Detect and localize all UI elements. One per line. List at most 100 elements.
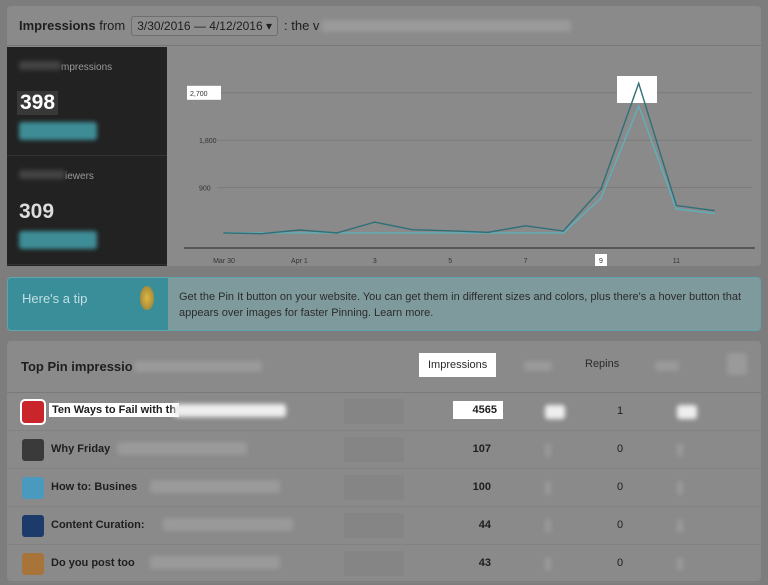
column-impressions[interactable]: Impressions xyxy=(419,353,497,377)
blurred-text xyxy=(321,19,572,32)
pin-repins: 0 xyxy=(617,481,624,493)
pin-repins: 0 xyxy=(617,443,624,455)
promote-button[interactable] xyxy=(344,437,404,462)
x-tick-label: Apr 1 xyxy=(291,258,308,265)
blurred-text xyxy=(163,518,294,531)
blurred-text xyxy=(174,404,286,417)
pin-clicks xyxy=(545,443,551,457)
pin-clicks xyxy=(545,557,551,571)
promote-button[interactable] xyxy=(344,399,404,424)
column-extra[interactable] xyxy=(727,353,747,375)
pin-row[interactable]: Do you post too 43 0 xyxy=(7,545,761,583)
blurred-text xyxy=(134,361,262,372)
pins-list: Ten Ways to Fail with th 4565 1 Why Frid… xyxy=(7,393,761,583)
promote-button[interactable] xyxy=(344,551,404,576)
column-likes[interactable] xyxy=(655,361,679,371)
pin-likes xyxy=(677,405,697,419)
pin-repins: 0 xyxy=(617,557,624,569)
data-point xyxy=(713,212,715,215)
pin-clicks xyxy=(545,481,551,495)
pin-clicks xyxy=(545,519,551,533)
stat-label: iewers xyxy=(65,171,94,182)
change-badge xyxy=(19,122,97,140)
pin-row[interactable]: Why Friday 107 0 xyxy=(7,431,761,469)
pin-clicks xyxy=(545,405,565,419)
impressions-chart: 900 1,800 2,700 Mar 30 Apr 1 3 5 7 9 11 xyxy=(184,76,755,266)
data-point xyxy=(524,232,527,234)
data-point xyxy=(336,232,338,234)
pin-title[interactable]: How to: Busines xyxy=(51,481,138,493)
pin-likes xyxy=(677,557,683,571)
data-point xyxy=(562,230,565,232)
data-point xyxy=(449,229,452,232)
column-repins[interactable]: Repins xyxy=(585,358,620,370)
data-point xyxy=(411,228,414,231)
pin-impressions: 100 xyxy=(472,481,491,493)
pin-title[interactable]: Content Curation: xyxy=(51,519,145,531)
pin-impressions: 107 xyxy=(472,443,491,455)
header-suffix: : the v xyxy=(284,18,320,33)
x-tick-label: 5 xyxy=(448,258,452,265)
series-line xyxy=(223,81,715,235)
change-badge xyxy=(19,231,97,249)
pin-thumbnail[interactable] xyxy=(22,553,44,575)
header-title: Impressions xyxy=(19,18,96,33)
stat-impressions[interactable]: mpressions 398 xyxy=(7,47,167,156)
data-point xyxy=(298,229,301,231)
series-line xyxy=(224,104,715,234)
x-tick-label: 9 xyxy=(599,258,603,265)
card-header: Impressions from 3/30/2016 — 4/12/2016 ▾… xyxy=(7,6,761,46)
pins-title: Top Pin impressio xyxy=(21,359,133,374)
lightbulb-icon xyxy=(140,286,154,310)
impressions-card: Impressions from 3/30/2016 — 4/12/2016 ▾… xyxy=(7,6,761,266)
data-point xyxy=(223,232,225,234)
tip-text[interactable]: Get the Pin It button on your website. Y… xyxy=(179,291,742,319)
data-point xyxy=(637,82,640,85)
pin-likes xyxy=(677,519,683,533)
pin-thumbnail[interactable] xyxy=(20,399,46,425)
header-from: from xyxy=(99,18,126,33)
y-tick-label: 1,800 xyxy=(199,138,217,145)
data-point xyxy=(600,188,602,190)
stat-value: 309 xyxy=(19,200,55,223)
promote-button[interactable] xyxy=(344,475,404,500)
pin-title[interactable]: Why Friday xyxy=(51,443,111,455)
pin-row[interactable]: Content Curation: 44 0 xyxy=(7,507,761,545)
data-point xyxy=(411,232,414,234)
highlight-box xyxy=(187,85,221,100)
x-tick-label: 3 xyxy=(373,258,377,265)
data-point xyxy=(260,232,263,235)
pin-repins: 0 xyxy=(617,519,624,531)
data-point xyxy=(524,224,527,227)
y-tick-label: 2,700 xyxy=(190,91,208,98)
pin-title[interactable]: Ten Ways to Fail with th xyxy=(49,403,180,417)
pin-thumbnail[interactable] xyxy=(22,477,44,499)
data-point xyxy=(675,204,678,207)
pin-repins: 1 xyxy=(617,405,624,417)
data-point xyxy=(600,197,602,199)
pin-impressions: 43 xyxy=(478,557,491,569)
pin-thumbnail[interactable] xyxy=(22,439,44,461)
date-range-dropdown[interactable]: 3/30/2016 — 4/12/2016 ▾ xyxy=(131,15,279,36)
stat-viewers[interactable]: iewers 309 xyxy=(7,156,167,265)
stat-value: 398 xyxy=(17,91,59,115)
data-point xyxy=(562,232,565,234)
column-clicks[interactable] xyxy=(524,361,552,371)
stat-label: mpressions xyxy=(61,62,113,73)
pin-row[interactable]: Ten Ways to Fail with th 4565 1 xyxy=(7,393,761,431)
tip-banner: Here's a tip Get the Pin It button on yo… xyxy=(7,277,761,331)
blurred-text xyxy=(117,442,247,455)
highlight-box xyxy=(595,254,607,266)
promote-button[interactable] xyxy=(344,513,404,538)
pin-impressions: 4565 xyxy=(453,401,503,419)
x-tick-label: 7 xyxy=(524,258,528,265)
pin-title[interactable]: Do you post too xyxy=(51,557,135,569)
data-point xyxy=(298,232,301,234)
data-point xyxy=(374,232,376,234)
y-tick-label: 900 xyxy=(199,186,211,193)
pin-row[interactable]: How to: Busines 100 0 xyxy=(7,469,761,507)
pin-impressions: 44 xyxy=(478,519,491,531)
top-pins-card: Top Pin impressio Impressions Repins Ten… xyxy=(7,341,761,583)
pin-thumbnail[interactable] xyxy=(22,515,44,537)
x-tick-label: 11 xyxy=(673,258,680,265)
